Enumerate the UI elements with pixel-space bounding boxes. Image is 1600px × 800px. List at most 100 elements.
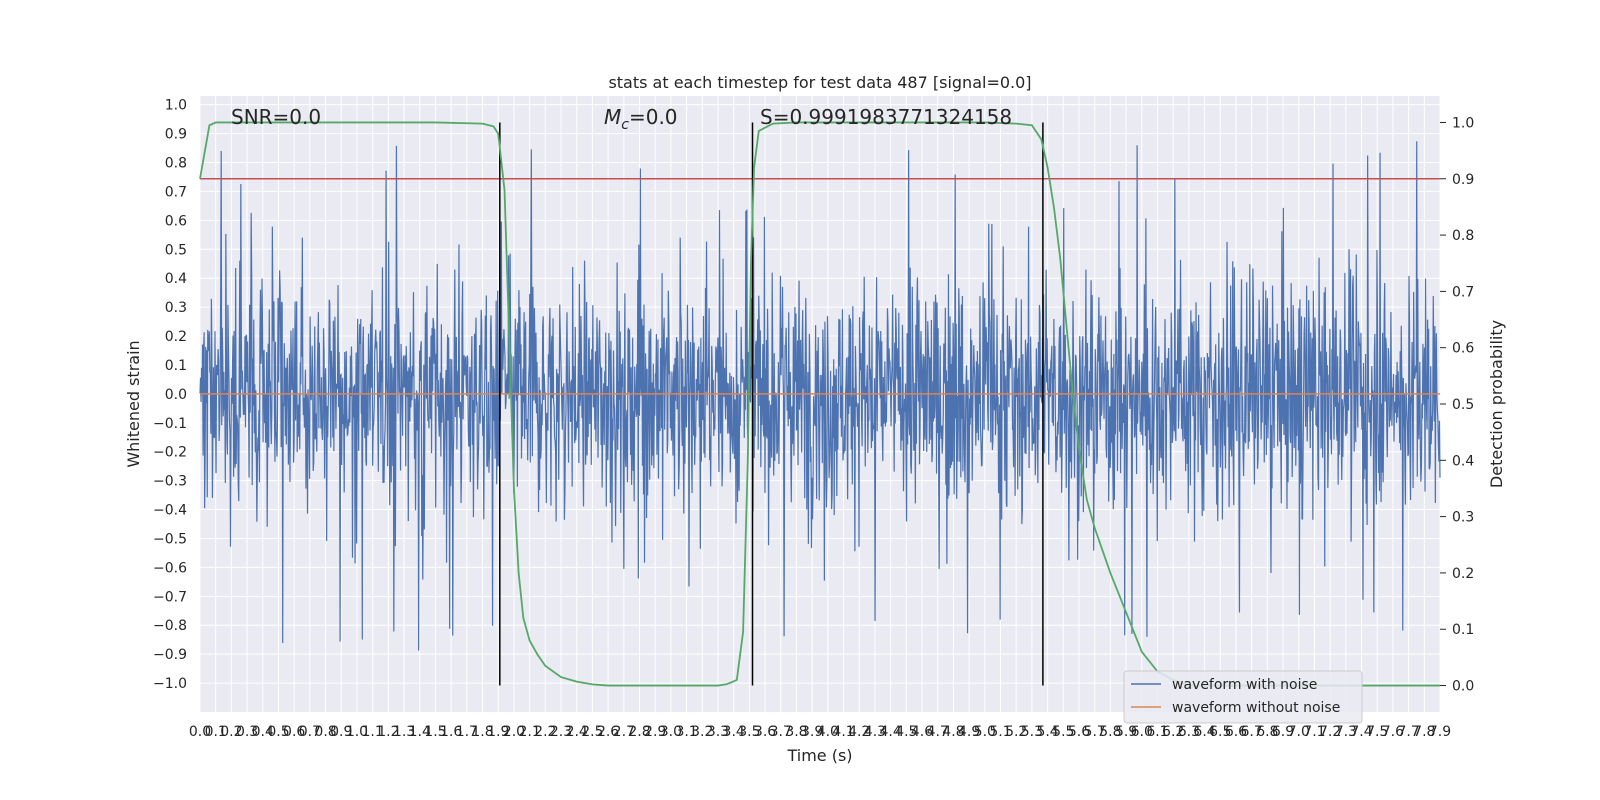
y-left-axis-label: Whitened strain <box>124 340 143 467</box>
x-tick-label: 0.7 <box>299 724 321 740</box>
x-tick-label: 3.1 <box>675 724 697 740</box>
snr-annotation: SNR=0.0 <box>231 105 321 129</box>
x-tick-label: 4.9 <box>958 724 980 740</box>
x-tick-label: 4.4 <box>880 724 902 740</box>
x-tick-label: 7.0 <box>1288 724 1310 740</box>
x-tick-label: 0.2 <box>220 724 242 740</box>
y-left-tick-label: 0.2 <box>165 329 187 345</box>
x-tick-label: 1.3 <box>393 724 415 740</box>
x-tick-label: 1.4 <box>409 724 431 740</box>
y-left-tick-label: 0.0 <box>165 387 187 403</box>
x-tick-label: 6.0 <box>1131 724 1153 740</box>
x-tick-label: 5.0 <box>974 724 996 740</box>
x-tick-label: 6.8 <box>1256 724 1278 740</box>
y-right-tick-label: 0.0 <box>1452 679 1474 695</box>
x-tick-label: 1.6 <box>440 724 462 740</box>
x-tick-label: 5.8 <box>1099 724 1121 740</box>
x-tick-label: 2.4 <box>566 724 588 740</box>
x-tick-label: 5.3 <box>1021 724 1043 740</box>
y-left-tick-label: −0.6 <box>153 560 187 576</box>
y-right-tick-label: 0.8 <box>1452 228 1474 244</box>
x-tick-label: 7.5 <box>1366 724 1388 740</box>
x-tick-label: 6.4 <box>1193 724 1215 740</box>
legend-label-without-noise: waveform without noise <box>1172 700 1340 716</box>
x-tick-label: 7.9 <box>1429 724 1451 740</box>
x-tick-label: 4.0 <box>817 724 839 740</box>
x-tick-label: 4.7 <box>927 724 949 740</box>
y-right-tick-label: 0.1 <box>1452 622 1474 638</box>
mc-subscript: c <box>621 117 629 133</box>
x-tick-label: 3.4 <box>723 724 745 740</box>
y-right-tick-label: 0.5 <box>1452 397 1474 413</box>
x-tick-label: 5.5 <box>1052 724 1074 740</box>
x-tick-label: 0.4 <box>252 724 274 740</box>
x-tick-label: 1.0 <box>346 724 368 740</box>
x-tick-label: 2.5 <box>581 724 603 740</box>
x-tick-label: 6.2 <box>1162 724 1184 740</box>
x-tick-label: 2.8 <box>628 724 650 740</box>
x-tick-label: 0.0 <box>189 724 211 740</box>
x-tick-label: 6.5 <box>1209 724 1231 740</box>
detection-probability-line <box>199 121 1440 687</box>
x-tick-label: 2.3 <box>550 724 572 740</box>
x-tick-label: 0.1 <box>205 724 227 740</box>
y-left-tick-label: 0.6 <box>165 213 187 229</box>
x-tick-label: 6.6 <box>1225 724 1247 740</box>
y-right-axis-label: Detection probability <box>1487 320 1506 488</box>
x-tick-label: 5.7 <box>1084 724 1106 740</box>
x-tick-labels: 0.00.10.20.30.40.50.60.70.80.91.01.11.21… <box>189 724 1451 740</box>
x-tick-label: 5.1 <box>989 724 1011 740</box>
y-left-tick-label: −0.5 <box>153 531 187 547</box>
y-right-tick-label: 1.0 <box>1452 115 1474 131</box>
x-tick-label: 3.0 <box>660 724 682 740</box>
x-tick-label: 0.5 <box>267 724 289 740</box>
x-tick-label: 4.5 <box>895 724 917 740</box>
x-tick-label: 3.6 <box>754 724 776 740</box>
y-left-tick-label: 0.4 <box>165 271 187 287</box>
x-tick-label: 7.4 <box>1350 724 1372 740</box>
s-annotation: S=0.9991983771324158 <box>760 105 1012 129</box>
x-tick-label: 2.0 <box>503 724 525 740</box>
waveform-with-noise-line <box>199 141 1441 651</box>
y-left-tick-label: 0.8 <box>165 156 187 172</box>
y-left-tick-label: −0.7 <box>153 589 187 605</box>
y-left-tick-label: −0.9 <box>153 647 187 663</box>
y-left-tick-label: −0.8 <box>153 618 187 634</box>
x-tick-label: 2.9 <box>644 724 666 740</box>
y-left-tick-label: −0.3 <box>153 474 187 490</box>
x-tick-label: 0.6 <box>283 724 305 740</box>
x-tick-label: 7.8 <box>1413 724 1435 740</box>
y-left-tick-label: −0.2 <box>153 445 187 461</box>
x-tick-label: 7.3 <box>1335 724 1357 740</box>
y-left-tick-label: −0.4 <box>153 503 187 519</box>
x-tick-label: 3.3 <box>707 724 729 740</box>
y-left-tick-label: 0.5 <box>165 242 187 258</box>
x-tick-label: 2.1 <box>518 724 540 740</box>
x-tick-label: 5.6 <box>1068 724 1090 740</box>
x-tick-label: 2.2 <box>534 724 556 740</box>
x-tick-label: 2.6 <box>597 724 619 740</box>
x-tick-label: 6.7 <box>1241 724 1263 740</box>
y-right-tick-labels: 1.0 0.9 0.8 0.7 0.6 0.5 0.4 0.3 0.2 0.1 0.0 <box>1440 115 1474 695</box>
x-tick-label: 0.9 <box>330 724 352 740</box>
x-tick-label: 4.1 <box>832 724 854 740</box>
x-tick-label: 6.9 <box>1272 724 1294 740</box>
y-left-tick-label: 1.0 <box>165 98 187 114</box>
y-right-tick-label: 0.7 <box>1452 284 1474 300</box>
x-tick-label: 7.1 <box>1303 724 1325 740</box>
x-tick-label: 3.5 <box>738 724 760 740</box>
y-right-tick-label: 0.9 <box>1452 172 1474 188</box>
x-tick-label: 3.8 <box>785 724 807 740</box>
y-right-tick-label: 0.6 <box>1452 341 1474 357</box>
y-right-tick-label: 0.4 <box>1452 453 1474 469</box>
x-axis-label: Time (s) <box>786 746 852 765</box>
x-tick-label: 0.3 <box>236 724 258 740</box>
x-tick-label: 1.2 <box>377 724 399 740</box>
y-left-tick-label: 0.3 <box>165 300 187 316</box>
x-tick-label: 2.7 <box>613 724 635 740</box>
mc-annotation: Mc=0.0 <box>604 105 678 133</box>
x-tick-label: 5.2 <box>1005 724 1027 740</box>
x-tick-label: 0.8 <box>314 724 336 740</box>
chart-title: stats at each timestep for test data 487… <box>608 73 1031 92</box>
